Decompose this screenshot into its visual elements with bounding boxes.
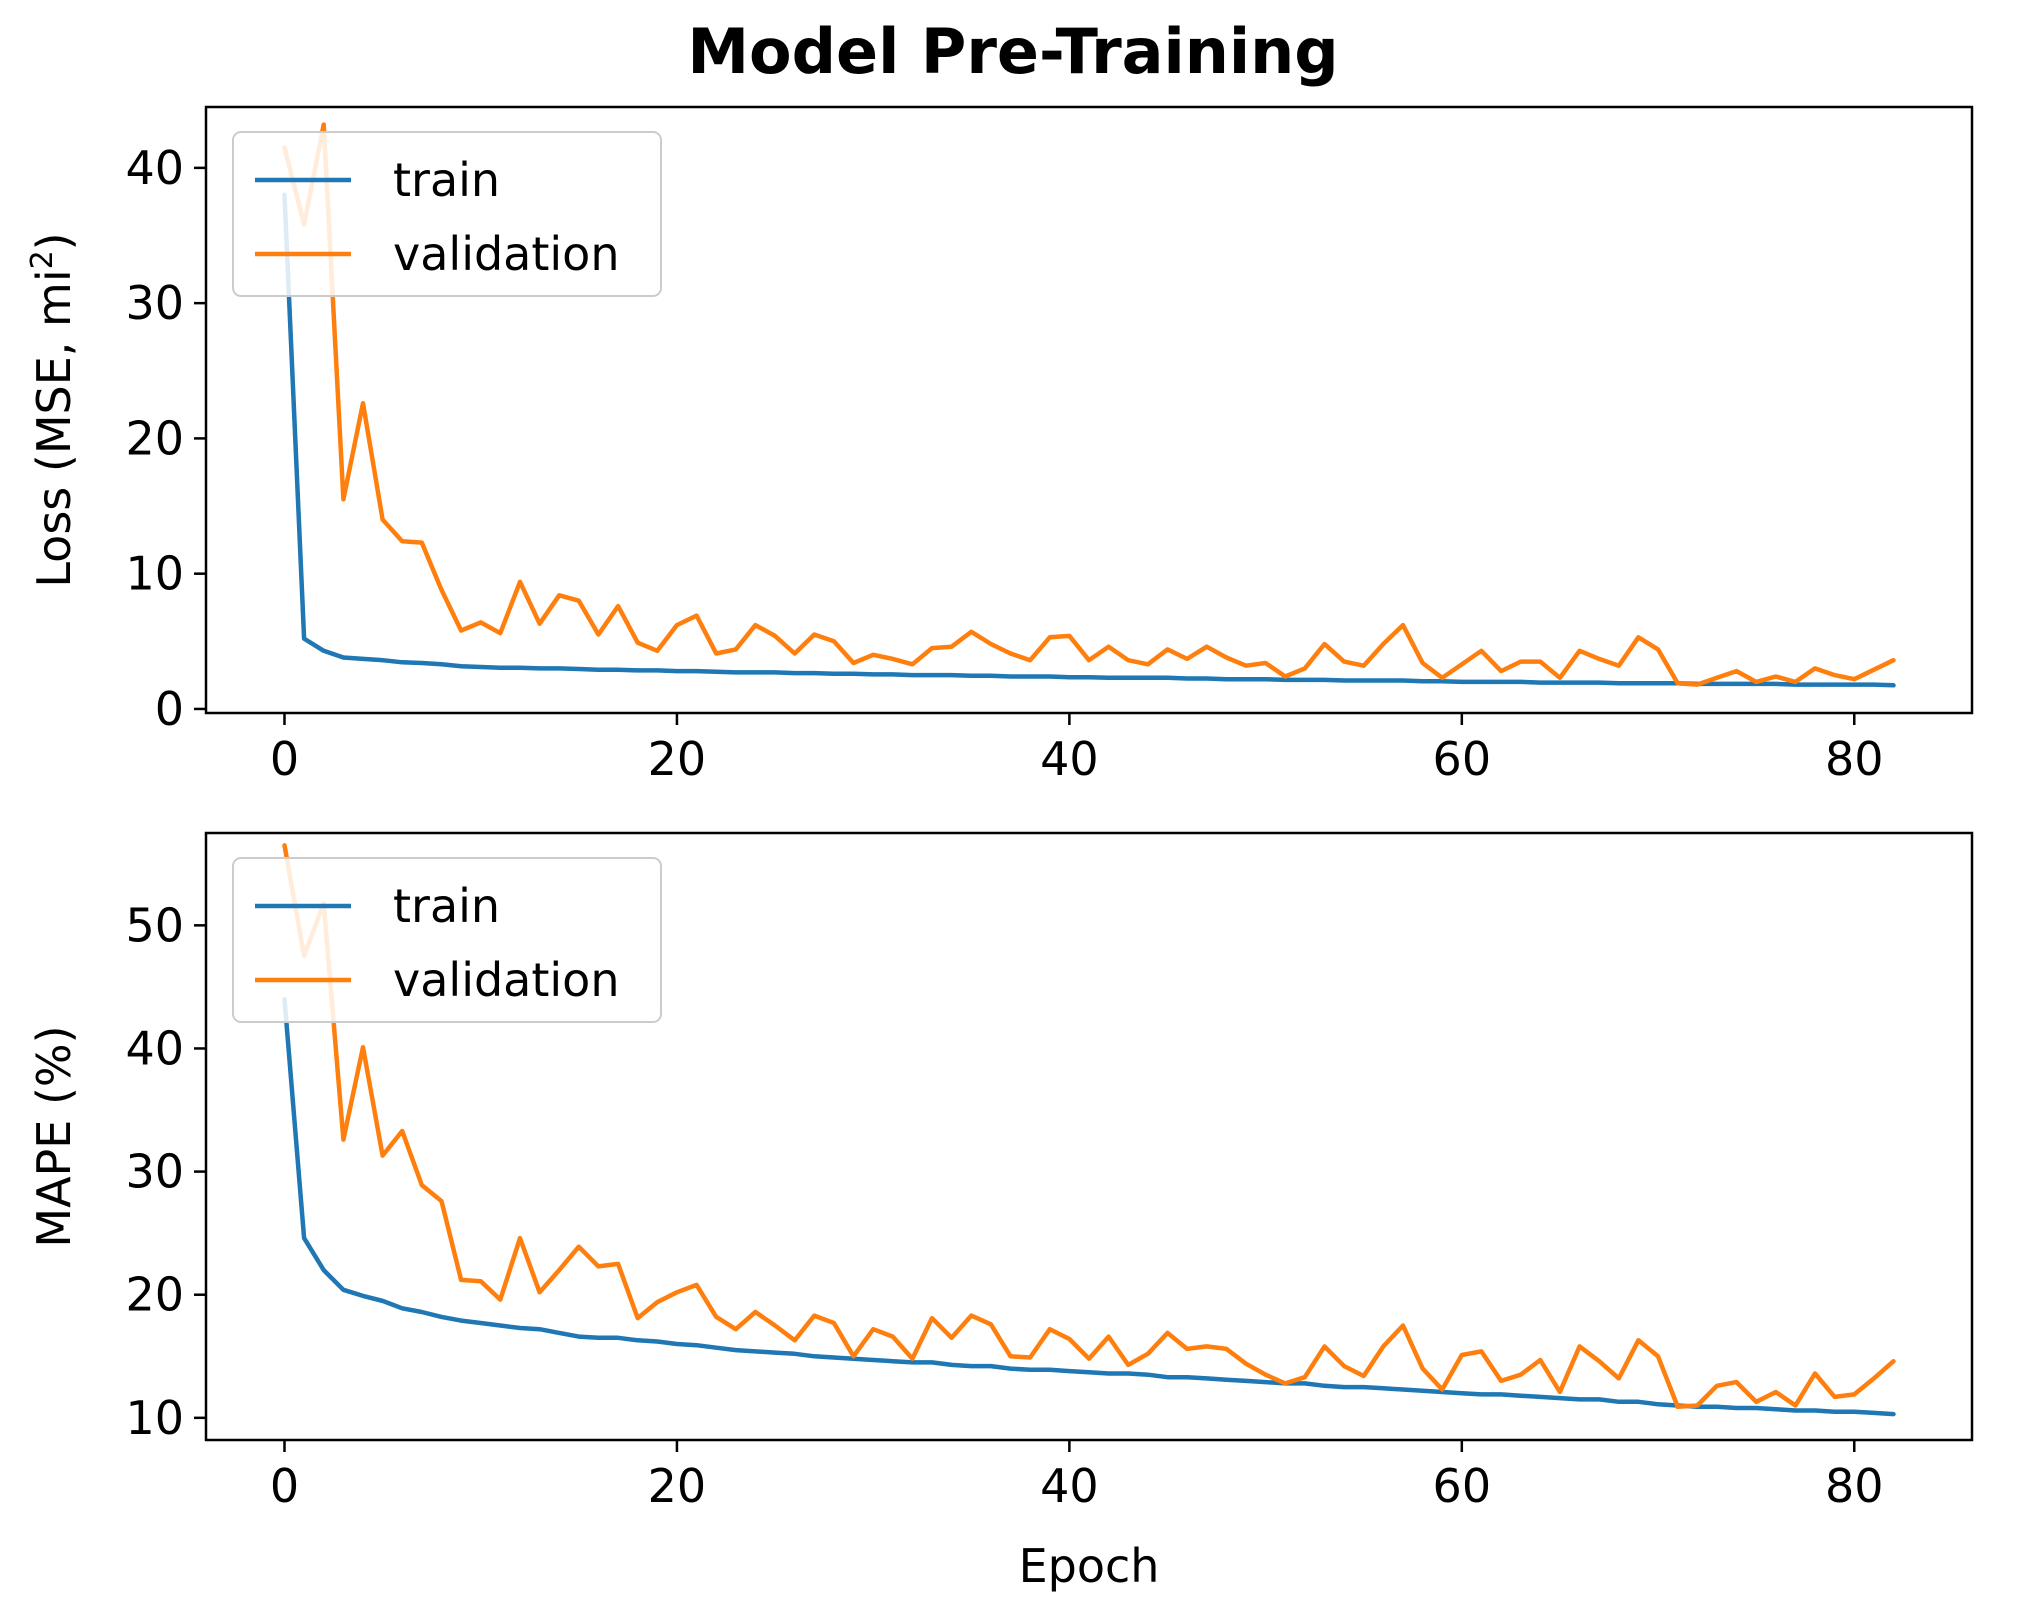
mape-validation-line: [282, 843, 1896, 1410]
mape-x-tick-label: 80: [1825, 1459, 1884, 1513]
loss-axes-frame: [204, 105, 1974, 715]
mape-y-tick-label: 20: [125, 1268, 184, 1322]
mape-x-tick-label: 0: [270, 1459, 299, 1513]
loss-legend: train validation: [232, 131, 662, 297]
loss-x-tick-label: 60: [1433, 732, 1492, 786]
mape-legend: train validation: [232, 857, 662, 1023]
loss-y-axis-label: Loss (MSE, mi2): [25, 232, 81, 587]
mape-x-axis-label: Epoch: [1019, 1539, 1160, 1593]
loss-x-tick-label: 80: [1825, 732, 1884, 786]
loss-legend-label-validation: validation: [393, 227, 619, 281]
mape-subplot: 0 20 40 60 80 10 20 30 40 50 MAPE (%) Epoch train val…: [27, 831, 1974, 1593]
mape-y-tick-label: 30: [125, 1145, 184, 1199]
loss-y-tick-label: 20: [125, 411, 184, 465]
mape-y-axis-label-text: MAPE (%): [27, 1025, 81, 1247]
mape-y-tick-label: 40: [125, 1021, 184, 1075]
mape-axes-frame: [204, 831, 1974, 1442]
mape-y-tick-label: 50: [125, 898, 184, 952]
mape-y-tick-label: 10: [125, 1391, 184, 1445]
loss-subplot: 0 20 40 60 80 0 10 20 30 40 Loss (MSE, mi2) train va…: [25, 105, 1974, 786]
figure-title: Model Pre-Training: [687, 15, 1338, 88]
loss-y-tick-label: 0: [155, 682, 184, 736]
mape-legend-label-validation: validation: [393, 953, 619, 1007]
loss-y-axis-label-superscript: 2: [25, 250, 60, 269]
loss-x-tick-label: 0: [270, 732, 299, 786]
loss-validation-line: [282, 122, 1896, 687]
loss-y-axis-label-suffix: ): [27, 232, 81, 250]
mape-x-tick-label: 20: [648, 1459, 707, 1513]
mape-x-tick-label: 60: [1433, 1459, 1492, 1513]
loss-train-line: [282, 192, 1896, 688]
loss-y-tick-label: 30: [125, 276, 184, 330]
mape-x-tick-label: 40: [1040, 1459, 1099, 1513]
loss-legend-label-train: train: [393, 153, 500, 207]
loss-y-tick-label: 10: [125, 547, 184, 601]
mape-train-line: [282, 996, 1896, 1417]
mape-plot-area: [282, 843, 1896, 1417]
mape-legend-label-train: train: [393, 879, 500, 933]
loss-x-tick-label: 20: [648, 732, 707, 786]
loss-y-tick-label: 40: [125, 141, 184, 195]
loss-x-tick-label: 40: [1040, 732, 1099, 786]
loss-plot-area: [282, 122, 1896, 688]
loss-y-axis-label-text: Loss (MSE, mi: [27, 269, 81, 587]
mape-y-axis-label: MAPE (%): [27, 1025, 81, 1247]
